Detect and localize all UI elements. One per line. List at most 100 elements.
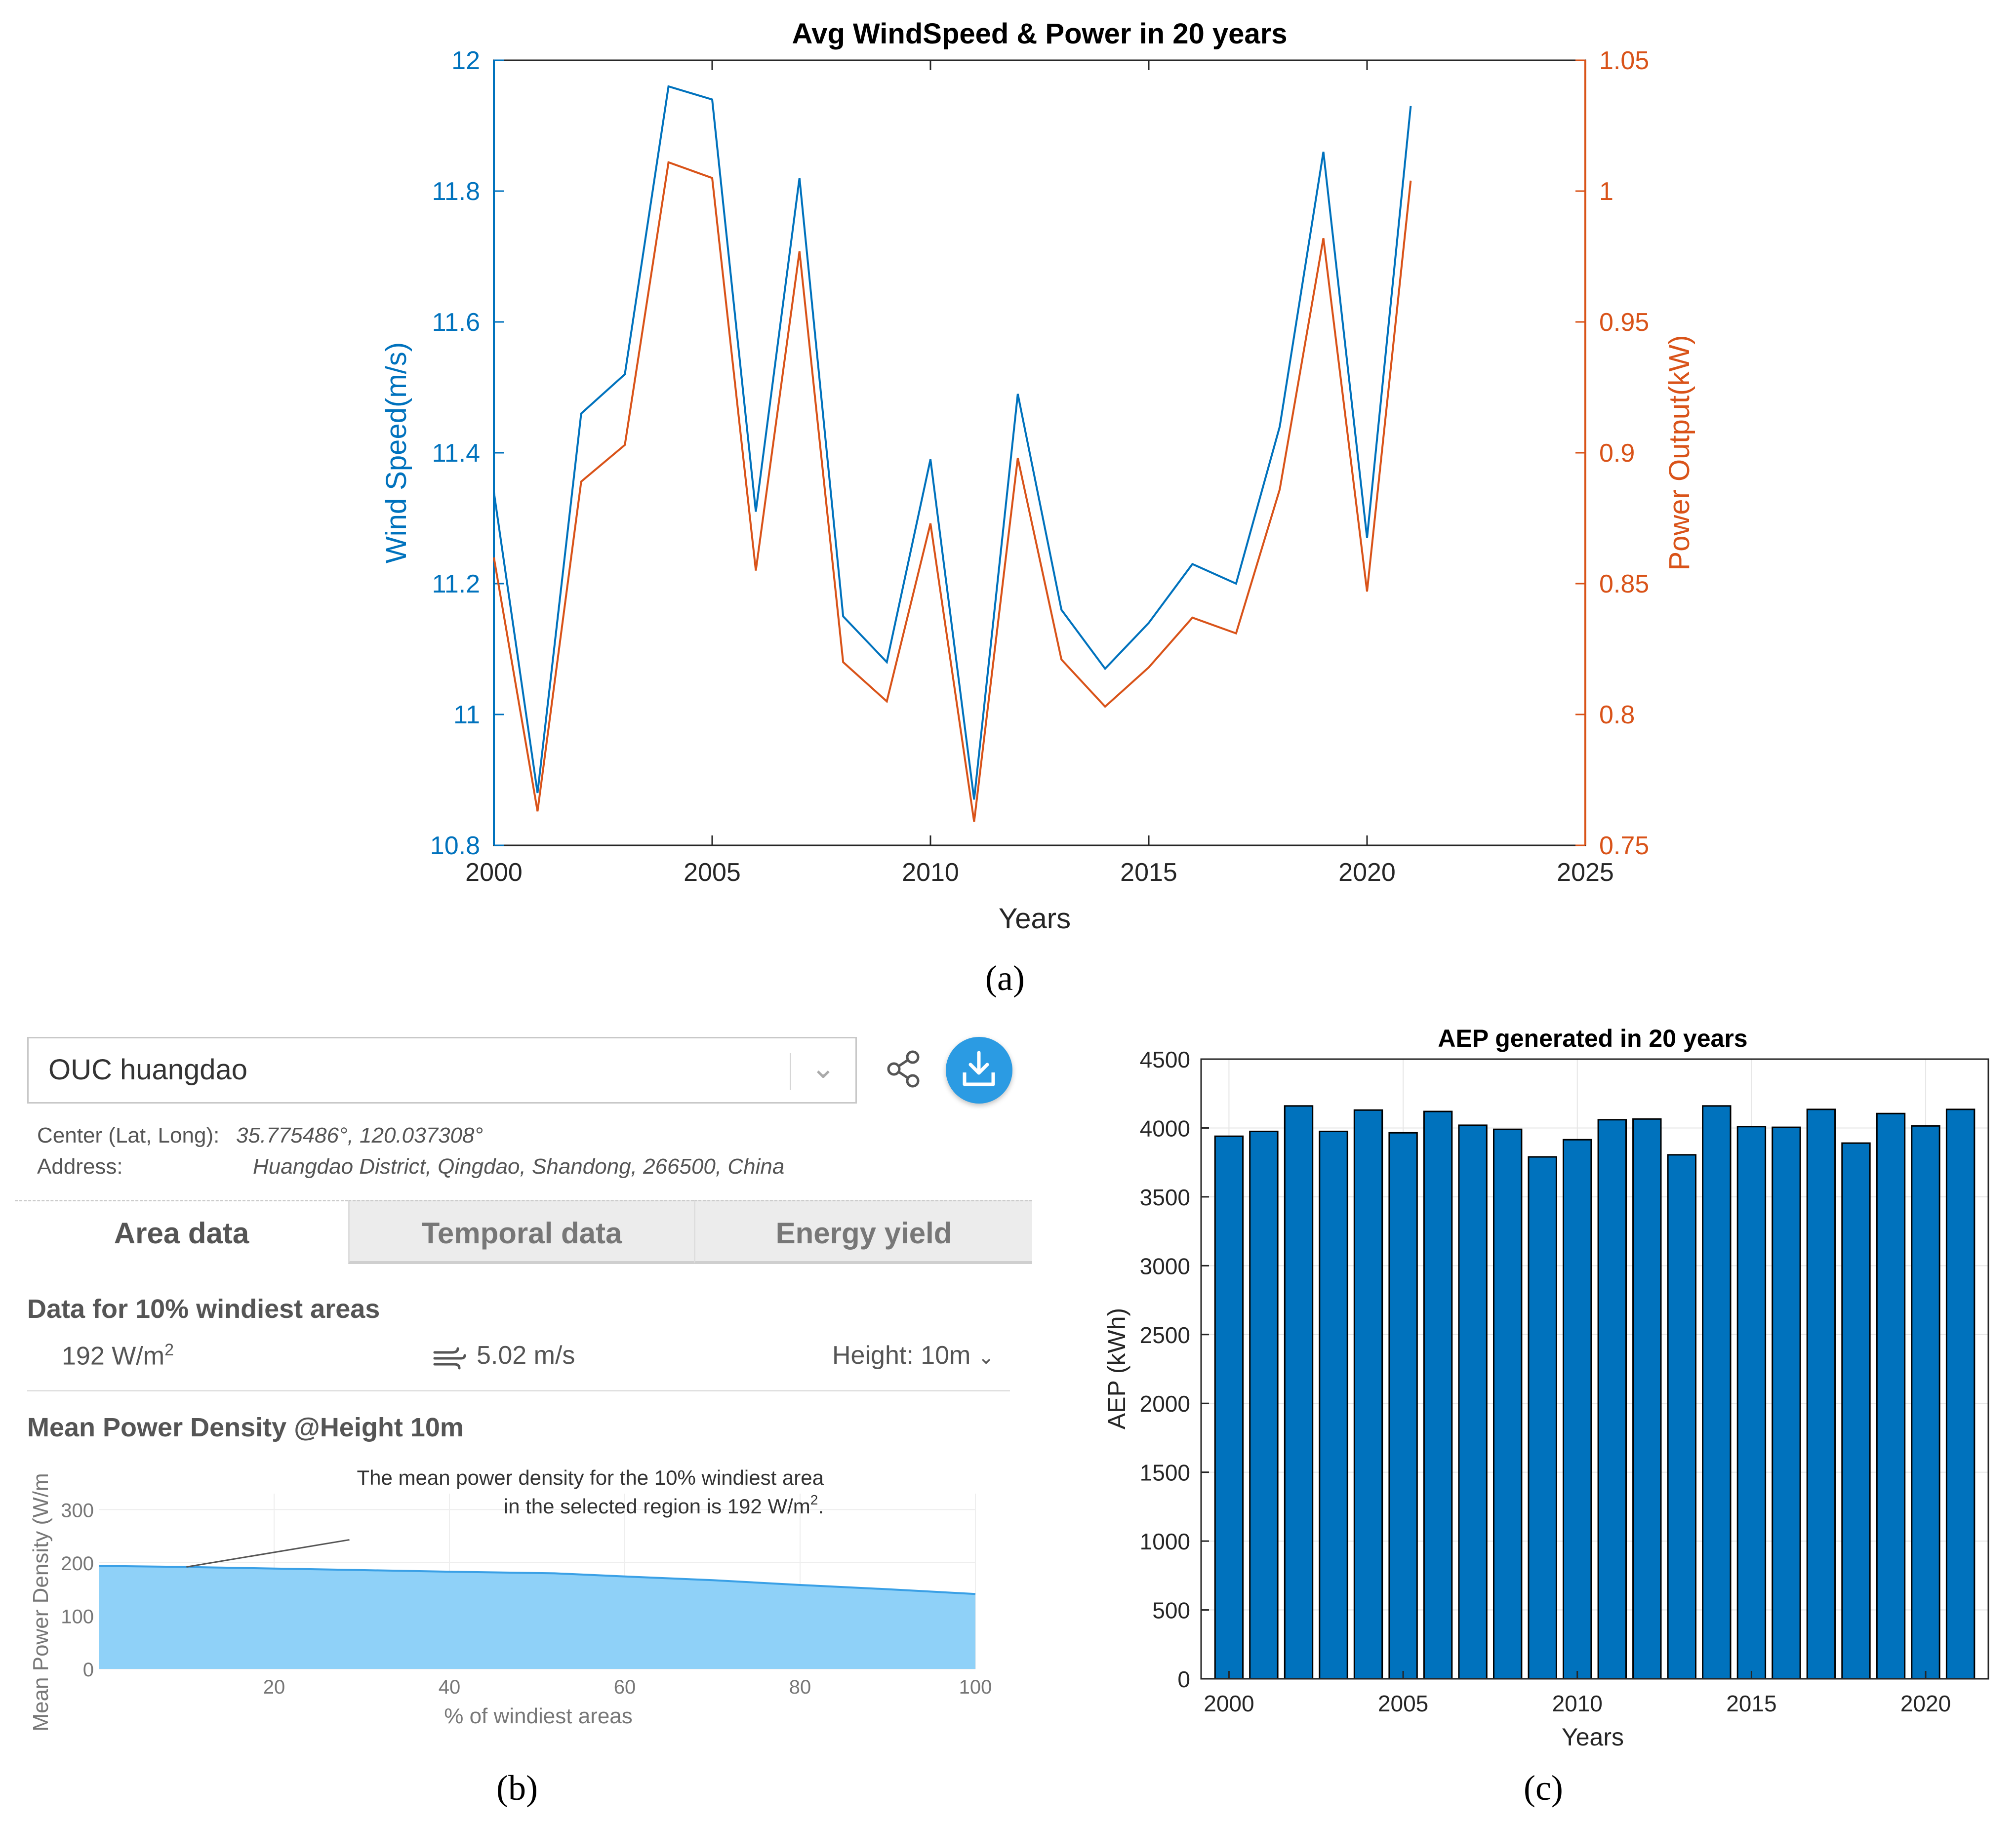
chart-b-annotation-pointer <box>186 1539 350 1568</box>
chart-c-y-tick-label: 3500 <box>1140 1185 1190 1210</box>
chart-c-bar <box>1667 1154 1697 1680</box>
chart-a-y-tick-label-left: 12 <box>451 46 480 75</box>
chart-a-series-line-power-output <box>493 160 1412 822</box>
address-value: Huangdao District, Qingdao, Shandong, 26… <box>253 1154 785 1179</box>
chart-a-x-tick-label: 2015 <box>1120 858 1177 887</box>
chart-c-bar <box>1597 1119 1627 1680</box>
chart-c-bar <box>1911 1125 1940 1680</box>
chart-c-x-tick-label: 2005 <box>1378 1691 1428 1716</box>
chart-b-annotation-superscript: 2 <box>810 1492 818 1507</box>
chart-a-x-tick-label: 2005 <box>684 858 741 887</box>
chart-a-y-tick-label-left: 11.8 <box>432 177 480 206</box>
caption-b: (b) <box>496 1768 538 1808</box>
chart-a: Avg WindSpeed & Power in 20 years 2000 20… <box>380 18 1695 935</box>
chart-b-annotation-period: . <box>818 1495 824 1518</box>
tab-area-data[interactable]: Area data <box>15 1200 348 1264</box>
chart-c-bar <box>1772 1126 1801 1680</box>
chart-c-bar <box>1249 1130 1279 1680</box>
share-icon[interactable] <box>884 1049 924 1089</box>
center-value: 35.775486°, 120.037308° <box>236 1123 484 1148</box>
height-label: Height: 10m <box>832 1341 971 1370</box>
chart-c-bar <box>1945 1108 1976 1680</box>
chart-b-x-tick-label: 100 <box>959 1676 992 1698</box>
chart-a-y-tick-label-right: 0.9 <box>1599 439 1635 468</box>
chart-a-y-tick-label-right: 0.85 <box>1599 570 1649 598</box>
chart-a-x-tick-label: 2020 <box>1338 858 1396 887</box>
chart-a-ticks: 2000 2005 2010 2015 2020 2025 10.8 11 11.2 11.4 11… <box>430 46 1649 887</box>
download-icon <box>963 1051 995 1086</box>
chart-a-y-tick-label-left: 10.8 <box>430 831 480 860</box>
chart-a-y-tick-label-right: 0.95 <box>1599 308 1649 337</box>
chart-b-x-tick-label: 40 <box>439 1676 461 1698</box>
chart-c-bar <box>1563 1139 1592 1680</box>
chart-a-y-tick-label-right: 0.75 <box>1599 831 1649 860</box>
chart-b: 0 100 200 300 20 40 60 80 100 The mean power den… <box>29 1466 992 1732</box>
tab-energy-yield[interactable]: Energy yield <box>694 1200 1032 1264</box>
chart-c-y-tick-label: 500 <box>1152 1598 1190 1623</box>
chart-c-bar <box>1388 1132 1418 1680</box>
location-select-value: OUC huangdao <box>48 1054 248 1086</box>
chart-b-x-tick-label: 20 <box>263 1676 285 1698</box>
chart-c-x-tick-label: 2020 <box>1900 1691 1951 1716</box>
location-select[interactable]: OUC huangdao ⌄ <box>27 1037 857 1104</box>
chart-c-grid <box>1201 1059 1988 1679</box>
chart-a-y-tick-label-left: 11.2 <box>432 570 480 598</box>
chart-a-y-axis-label-right: Power Output(kW) <box>1663 335 1695 571</box>
chart-a-x-axis-label: Years <box>999 903 1071 935</box>
chevron-down-icon: ⌄ <box>977 1346 995 1368</box>
data-section-title: Data for 10% windiest areas <box>27 1294 380 1324</box>
panel-b-web-ui: OUC huangdao ⌄ Center (Lat, Long): 35.77… <box>0 1022 1042 1753</box>
chart-a-series <box>493 85 1412 822</box>
caption-c: (c) <box>1524 1768 1563 1808</box>
chart-c-plot-frame <box>1200 1058 1989 1680</box>
chevron-down-icon[interactable]: ⌄ <box>810 1051 836 1084</box>
chart-c-title: AEP generated in 20 years <box>1438 1025 1747 1052</box>
chart-b-annotation-text: in the selected region is 192 W/m <box>504 1495 810 1518</box>
chart-a-title: Avg WindSpeed & Power in 20 years <box>792 18 1288 50</box>
chart-a-x-tick-label: 2010 <box>902 858 959 887</box>
chart-a-x-tick-label: 2000 <box>465 858 523 887</box>
tab-temporal-data[interactable]: Temporal data <box>348 1200 694 1264</box>
chart-c-bar <box>1493 1128 1523 1680</box>
chart-b-y-tick-label: 300 <box>61 1500 94 1521</box>
chart-c-bar <box>1632 1118 1662 1680</box>
chart-c-bar <box>1702 1105 1732 1680</box>
chart-a-y-axis-label-left: Wind Speed(m/s) <box>380 342 412 563</box>
chart-c-bar <box>1319 1130 1348 1680</box>
power-density-text: 192 W/m <box>62 1342 165 1371</box>
chart-a-y-tick-label-right: 0.8 <box>1599 701 1635 729</box>
chart-a-y-tick-label-left: 11.4 <box>432 439 480 468</box>
chart-a-y-tick-label-left: 11.6 <box>432 308 480 337</box>
chart-c-y-axis-label: AEP (kWh) <box>1103 1308 1130 1429</box>
address-label: Address: <box>37 1154 123 1179</box>
chart-c-bar <box>1284 1105 1314 1680</box>
chart-c-bar <box>1736 1126 1767 1680</box>
chart-c-y-tick-label: 1500 <box>1140 1460 1190 1486</box>
tab-bar: Area data Temporal data Energy yield <box>15 1200 1032 1264</box>
chart-c-x-tick-label: 2010 <box>1552 1691 1603 1716</box>
height-select[interactable]: Height: 10m ⌄ <box>832 1341 994 1370</box>
power-density-value: 192 W/m2 <box>62 1341 174 1371</box>
select-divider <box>790 1053 791 1090</box>
chart-b-x-tick-label: 60 <box>614 1676 636 1698</box>
chart-c-bars <box>1214 1105 1976 1680</box>
chart-c-y-tick-label: 2000 <box>1140 1391 1190 1417</box>
chart-b-y-tick-label: 200 <box>61 1553 94 1575</box>
chart-b-area-fill <box>99 1566 975 1669</box>
chart-b-area-line <box>98 1565 976 1595</box>
chart-c-bar <box>1458 1124 1488 1680</box>
chart-b-annotation-line1: The mean power density for the 10% windi… <box>357 1466 824 1489</box>
chart-c-bar <box>1876 1112 1906 1680</box>
chart-c-y-tick-label: 3000 <box>1140 1253 1190 1279</box>
center-label: Center (Lat, Long): <box>37 1123 220 1148</box>
chart-a-y-tick-label-left: 11 <box>453 701 480 729</box>
chart-c-x-axis-label: Years <box>1562 1723 1624 1751</box>
section-divider <box>27 1390 1010 1391</box>
chart-c-y-tick-label: 2500 <box>1140 1322 1190 1348</box>
download-button[interactable] <box>946 1037 1012 1104</box>
chart-a-plot-frame <box>493 59 1586 846</box>
chart-c-bar <box>1214 1135 1244 1680</box>
chart-a-x-tick-label: 2025 <box>1557 858 1614 887</box>
chart-a-series-line-wind-speed <box>493 85 1412 800</box>
chart-c-y-tick-label: 4500 <box>1140 1047 1190 1072</box>
